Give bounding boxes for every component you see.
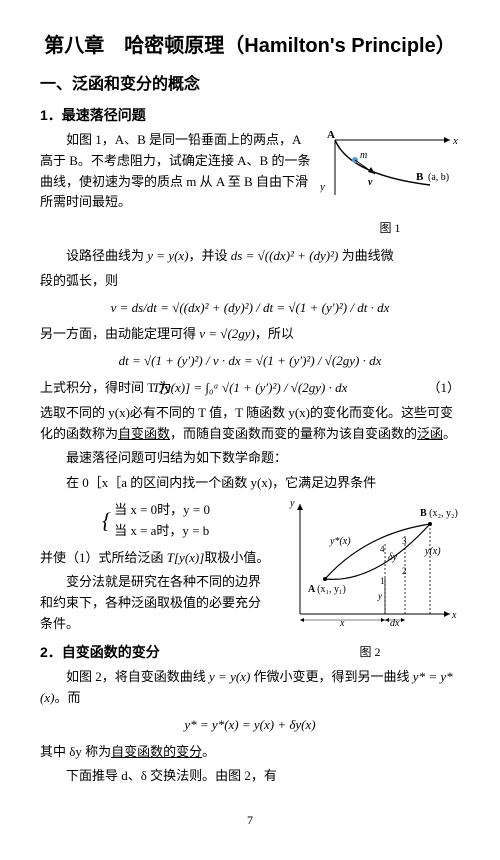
chapter-title: 第八章 哈密顿原理（Hamilton's Principle） [40, 30, 460, 62]
svg-text:3: 3 [402, 536, 407, 546]
svg-text:4: 4 [380, 544, 385, 554]
fig1-m: m [360, 150, 367, 161]
para-7: 最速落径问题可归结为如下数学命题： [40, 448, 460, 469]
svg-text:A (x₁, y₁): A (x₁, y₁) [308, 584, 346, 595]
svg-text:dx: dx [390, 618, 400, 629]
svg-text:y*(x): y*(x) [329, 536, 351, 547]
section1-title: 一、泛函和变分的概念 [40, 72, 460, 98]
svg-text:2: 2 [402, 566, 407, 576]
formula-4: y* = y*(x) = y(x) + δy(x) [40, 715, 460, 736]
fig1-y-label: y [320, 181, 325, 193]
svg-text:y(x): y(x) [424, 546, 441, 557]
page-number: 7 [40, 811, 460, 830]
para-8: 在 0［x［a 的区间内找一个函数 y(x)，它满足边界条件 [40, 473, 460, 494]
fig1-B: B [416, 171, 424, 183]
fig1-x-label: x [452, 135, 458, 147]
svg-text:1: 1 [380, 576, 385, 586]
para-2: 设路径曲线为 y = y(x)，并设 ds = √((dx)² + (dy)²)… [40, 246, 460, 267]
svg-text:δy: δy [388, 552, 398, 563]
formula-3-row: 上式积分，得时间 T 为 T[y(x)] = ∫₀ᵃ √(1 + (y′)²) … [40, 378, 460, 399]
fig2-caption: 图 2 [280, 643, 460, 662]
formula-2: dt = √(1 + (y′)²) / v · dx = √(1 + (y′)²… [40, 351, 460, 372]
figure-1: x y A m v B (a, b) 图 1 [320, 130, 460, 238]
figure-2: x y A (x₁, y₁) B (x₂, y₂) y*(x) y(x) 1 2… [280, 494, 460, 662]
para-3: 段的弧长，则 [40, 271, 460, 292]
fig1-Bcoord: (a, b) [428, 172, 449, 183]
sub1-title: 1．最速落径问题 [40, 104, 460, 126]
eqnum-1: （1） [427, 378, 460, 399]
svg-text:y: y [289, 498, 295, 509]
fig1-A: A [327, 130, 335, 141]
para-6: 选取不同的 y(x)必有不同的 T 值，T 随函数 y(x)的变化而变化。这些可… [40, 403, 460, 445]
svg-text:B (x₂, y₂): B (x₂, y₂) [420, 508, 458, 519]
para-13: 下面推导 d、δ 交换法则。由图 2，有 [40, 766, 460, 787]
svg-text:x: x [339, 618, 345, 629]
para-12: 其中 δy 称为自变函数的变分。 [40, 742, 460, 763]
para-4: 另一方面，由动能定理可得 v = √(2gy)，所以 [40, 324, 460, 345]
svg-text:y: y [377, 591, 382, 601]
para-11: 如图 2，将自变函数曲线 y = y(x) 作微小变更，得到另一曲线 y* = … [40, 667, 460, 709]
fig1-caption: 图 1 [320, 219, 460, 238]
fig1-v: v [368, 177, 373, 188]
formula-1: v = ds/dt = √((dx)² + (dy)²) / dt = √(1 … [40, 298, 460, 319]
svg-text:x: x [451, 610, 457, 621]
